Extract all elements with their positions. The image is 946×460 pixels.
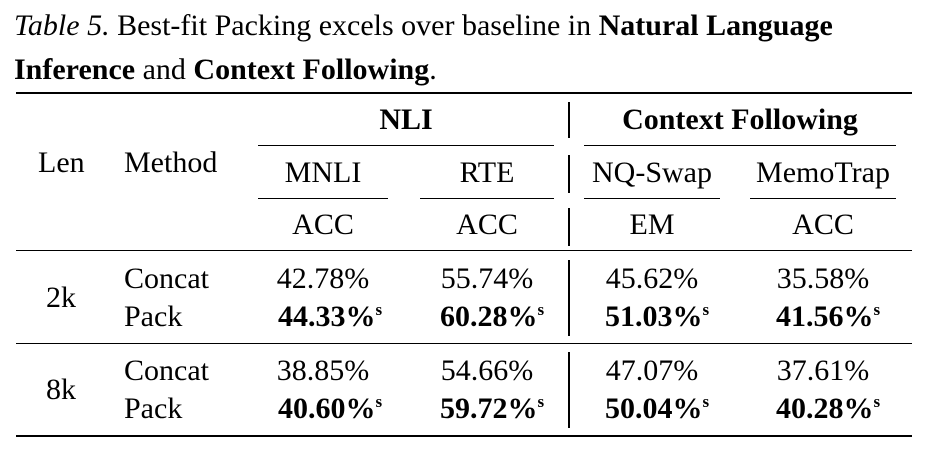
vertical-separator bbox=[568, 155, 570, 193]
vertical-separator bbox=[568, 352, 570, 428]
caption-bold-cf: Context Following bbox=[193, 53, 430, 86]
len-cell: 2k bbox=[46, 281, 76, 314]
caption-label: Table 5. bbox=[14, 9, 110, 42]
method-cell: Concat bbox=[124, 354, 209, 387]
value-cell: 45.62% bbox=[605, 262, 699, 295]
method-cell: Pack bbox=[124, 300, 183, 333]
value-cell-best: 51.03%s bbox=[604, 300, 710, 333]
memotrap-underline bbox=[750, 198, 896, 199]
dataset-header: MNLI bbox=[284, 156, 362, 189]
caption-bold-nli: Natural Language Inference bbox=[14, 9, 833, 86]
value-cell: 38.85% bbox=[276, 354, 370, 387]
metric-header: ACC bbox=[792, 208, 854, 241]
vertical-separator bbox=[568, 260, 570, 336]
value-cell: 35.58% bbox=[776, 262, 870, 295]
table-caption: Table 5. Best-fit Packing excels over ba… bbox=[14, 4, 934, 92]
value-cell: 42.78% bbox=[276, 262, 370, 295]
metric-header: ACC bbox=[456, 208, 518, 241]
nqswap-underline bbox=[584, 198, 720, 199]
value-cell-best: 59.72%s bbox=[439, 392, 545, 425]
value-cell-best: 50.04%s bbox=[604, 392, 710, 425]
header-len: Len bbox=[38, 146, 85, 179]
value-cell: 37.61% bbox=[776, 354, 870, 387]
caption-text-mid: and bbox=[135, 53, 194, 86]
vertical-separator bbox=[568, 208, 570, 246]
value-cell: 55.74% bbox=[440, 262, 534, 295]
group-header-nli: NLI bbox=[379, 103, 433, 136]
len-cell: 8k bbox=[46, 373, 76, 406]
group-header-context-following: Context Following bbox=[622, 103, 858, 136]
caption-text: Best-fit Packing excels over baseline in bbox=[109, 9, 599, 42]
rte-underline bbox=[420, 198, 554, 199]
metric-header: ACC bbox=[292, 208, 354, 241]
value-cell-best: 41.56%s bbox=[775, 300, 881, 333]
bottom-rule bbox=[16, 435, 912, 437]
caption-text-end: . bbox=[429, 53, 437, 86]
value-cell-best: 60.28%s bbox=[439, 300, 545, 333]
method-cell: Concat bbox=[124, 262, 209, 295]
value-cell-best: 40.28%s bbox=[775, 392, 881, 425]
value-cell-best: 44.33%s bbox=[277, 300, 383, 333]
value-cell: 54.66% bbox=[440, 354, 534, 387]
mid-rule bbox=[16, 343, 912, 344]
top-rule bbox=[16, 92, 912, 94]
metric-header: EM bbox=[629, 208, 675, 241]
nli-underline bbox=[258, 145, 554, 146]
dataset-header: MemoTrap bbox=[756, 156, 890, 189]
cf-underline bbox=[584, 145, 896, 146]
value-cell: 47.07% bbox=[605, 354, 699, 387]
header-rule bbox=[16, 250, 912, 251]
dataset-header: RTE bbox=[459, 156, 515, 189]
value-cell-best: 40.60%s bbox=[277, 392, 383, 425]
vertical-separator bbox=[568, 102, 570, 138]
header-method: Method bbox=[124, 146, 218, 179]
method-cell: Pack bbox=[124, 392, 183, 425]
mnli-underline bbox=[258, 198, 388, 199]
dataset-header: NQ-Swap bbox=[592, 156, 712, 189]
